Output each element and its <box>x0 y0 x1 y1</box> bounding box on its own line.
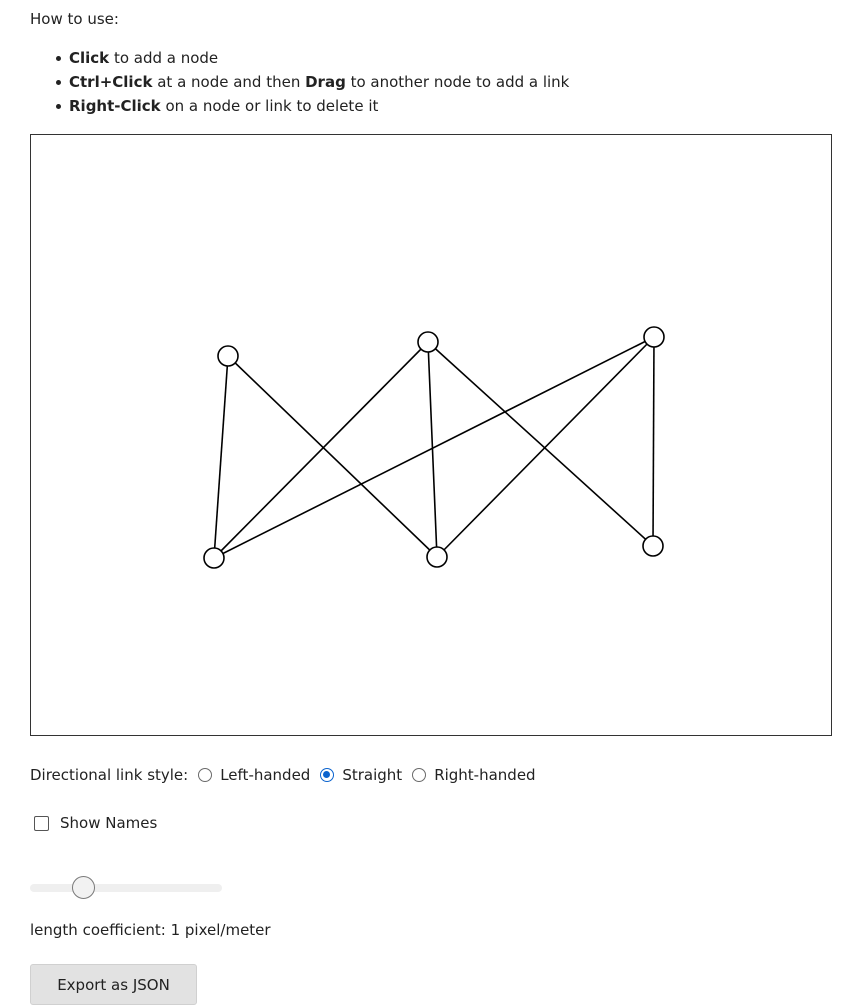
instruction-text: on a node or link to delete it <box>160 97 379 115</box>
graph-node[interactable] <box>643 326 665 348</box>
slider-track[interactable] <box>30 884 222 892</box>
graph-link[interactable] <box>227 355 438 558</box>
instruction-text: at a node and then <box>152 73 306 91</box>
instructions-list: Click to add a node Ctrl+Click at a node… <box>30 46 569 118</box>
graph-node[interactable] <box>217 345 239 367</box>
graph-link[interactable] <box>436 336 655 558</box>
instruction-text: to add a node <box>109 49 219 67</box>
radio-right-handed[interactable] <box>412 768 427 782</box>
graph-node[interactable] <box>203 547 225 569</box>
graph-svg[interactable] <box>31 135 831 735</box>
graph-node[interactable] <box>642 535 664 557</box>
instruction-keyword: Click <box>69 49 110 67</box>
instruction-item: Right-Click on a node or link to delete … <box>30 94 569 118</box>
export-json-button[interactable]: Export as JSON <box>30 964 197 1005</box>
radio-straight-label[interactable]: Straight <box>342 766 403 784</box>
graph-link[interactable] <box>652 336 655 547</box>
graph-node[interactable] <box>417 331 439 353</box>
radio-left-handed-label[interactable]: Left-handed <box>220 766 311 784</box>
instruction-item: Click to add a node <box>30 46 569 70</box>
radio-right-handed-label[interactable]: Right-handed <box>434 766 536 784</box>
radio-straight[interactable] <box>320 768 335 782</box>
show-names-row: Show Names <box>34 812 157 834</box>
graph-link[interactable] <box>213 336 655 559</box>
instruction-text: to another node to add a link <box>345 73 570 91</box>
how-to-title: How to use: <box>30 10 119 28</box>
graph-link[interactable] <box>427 341 654 547</box>
link-style-group: Directional link style: Left-handed Stra… <box>30 764 536 786</box>
instruction-keyword: Right-Click <box>69 97 161 115</box>
length-slider[interactable] <box>30 874 222 902</box>
graph-canvas[interactable] <box>30 134 832 736</box>
instruction-item: Ctrl+Click at a node and then Drag to an… <box>30 70 569 94</box>
graph-link[interactable] <box>213 355 229 559</box>
graph-link[interactable] <box>213 341 429 559</box>
length-coefficient-text: length coefficient: 1 pixel/meter <box>30 921 271 939</box>
graph-node[interactable] <box>426 546 448 568</box>
radio-left-handed[interactable] <box>198 768 213 782</box>
show-names-checkbox[interactable] <box>34 815 49 831</box>
instruction-keyword: Drag <box>305 73 346 91</box>
slider-thumb[interactable] <box>71 876 95 899</box>
show-names-label[interactable]: Show Names <box>60 814 158 832</box>
instruction-keyword: Ctrl+Click <box>69 73 153 91</box>
link-style-label: Directional link style: <box>30 766 189 784</box>
graph-link[interactable] <box>427 341 438 558</box>
